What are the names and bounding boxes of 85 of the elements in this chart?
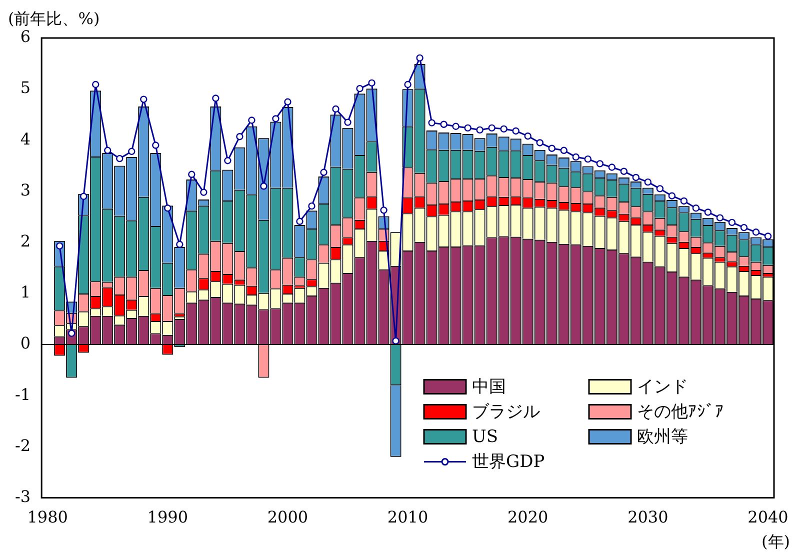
x-tick-label: 1980 xyxy=(27,508,68,527)
point xyxy=(188,170,196,178)
legend-label: 中国 xyxy=(472,377,506,398)
point xyxy=(284,98,292,106)
point xyxy=(608,164,616,171)
point xyxy=(356,84,364,92)
point xyxy=(344,118,352,126)
x-tick-label: 2010 xyxy=(387,508,428,527)
point xyxy=(476,126,484,134)
point xyxy=(164,204,172,212)
point xyxy=(176,240,184,248)
point xyxy=(452,122,460,130)
point xyxy=(260,182,268,190)
x-tick-label: 2040 xyxy=(748,508,788,527)
point xyxy=(92,80,100,88)
y-tick-label: 2 xyxy=(20,232,31,251)
point xyxy=(668,192,676,200)
point xyxy=(524,132,532,140)
y-tick-label: 4 xyxy=(20,129,31,148)
point xyxy=(752,228,760,236)
point xyxy=(596,160,604,168)
point xyxy=(536,139,544,146)
point xyxy=(428,119,436,126)
point xyxy=(212,94,220,102)
x-tick-label: 2030 xyxy=(628,508,668,527)
y-tick-label: 0 xyxy=(20,334,31,353)
point xyxy=(704,208,712,216)
y-tick-label: -2 xyxy=(14,436,31,455)
y-tick-label: 6 xyxy=(20,27,31,46)
legend-label: 世界GDP xyxy=(472,452,545,472)
x-tick-label: 2000 xyxy=(267,508,308,527)
legend-label: インド xyxy=(637,377,688,398)
point xyxy=(104,146,112,154)
y-axis-title: (前年比、%) xyxy=(8,9,100,28)
point xyxy=(548,144,556,152)
point xyxy=(416,54,424,62)
x-tick-label: 2020 xyxy=(508,508,548,527)
x-tick-label: 1990 xyxy=(147,508,188,527)
point xyxy=(584,155,592,163)
point xyxy=(56,242,64,250)
legend-label: 欧州等 xyxy=(637,427,688,448)
x-axis-title: (年) xyxy=(762,532,790,552)
point xyxy=(332,105,340,113)
point xyxy=(500,125,508,133)
point xyxy=(728,218,736,226)
legend-label: US xyxy=(472,427,498,448)
point xyxy=(392,337,400,345)
point xyxy=(116,154,124,162)
point xyxy=(464,124,472,132)
y-tick-label: 1 xyxy=(20,282,31,302)
point xyxy=(560,146,568,154)
point xyxy=(308,202,316,210)
point xyxy=(512,127,520,135)
y-tick-label: -1 xyxy=(14,384,31,404)
legend-label: その他ｱｼﾞｱ xyxy=(637,402,724,422)
point xyxy=(716,214,724,222)
point xyxy=(296,218,304,226)
point xyxy=(632,174,640,182)
point xyxy=(404,80,412,88)
legend-label: ブラジル xyxy=(472,402,540,422)
point xyxy=(368,79,376,87)
point xyxy=(380,206,388,214)
point xyxy=(200,188,208,196)
point xyxy=(80,192,88,200)
point xyxy=(680,197,688,205)
point xyxy=(152,142,160,149)
point xyxy=(572,153,580,161)
point xyxy=(320,168,328,176)
y-tick-label: -3 xyxy=(14,486,31,506)
point xyxy=(620,168,628,175)
point xyxy=(488,124,496,132)
point xyxy=(248,116,256,124)
point xyxy=(740,224,748,232)
point xyxy=(656,185,664,192)
y-tick-label: 5 xyxy=(20,78,31,98)
point xyxy=(644,178,652,186)
point xyxy=(236,133,244,140)
point xyxy=(692,204,700,212)
point xyxy=(764,232,772,240)
point xyxy=(128,148,136,156)
point xyxy=(272,115,280,122)
y-tick-label: 3 xyxy=(20,180,31,200)
point xyxy=(140,96,148,103)
point xyxy=(440,120,448,128)
point xyxy=(224,157,232,164)
